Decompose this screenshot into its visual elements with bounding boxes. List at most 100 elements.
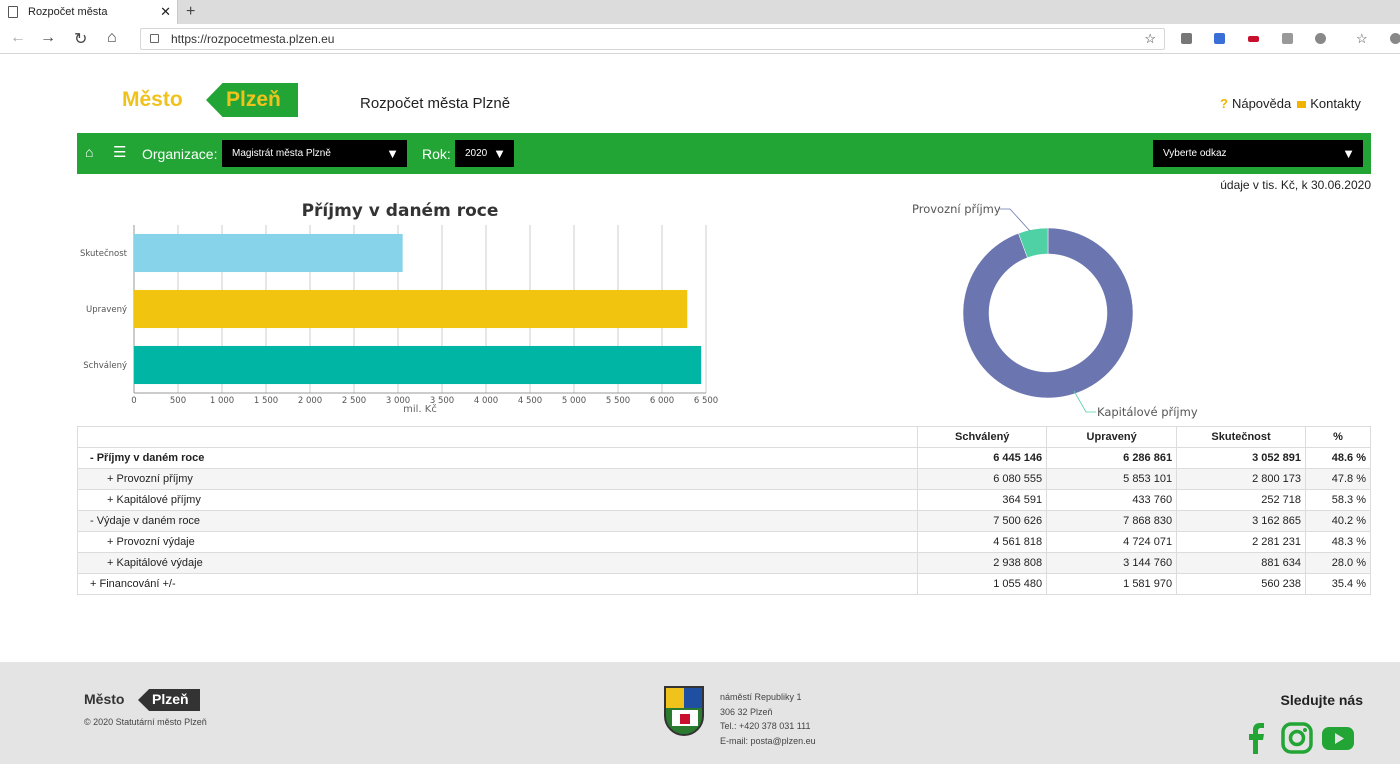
- youtube-icon[interactable]: [1322, 722, 1354, 754]
- table-cell: 4 561 818: [917, 531, 1048, 553]
- browser-tab[interactable]: Rozpočet města ✕: [0, 0, 178, 24]
- x-tick-label: 1 000: [210, 396, 234, 406]
- table-header: Skutečnost: [1176, 426, 1307, 448]
- row-label[interactable]: + Provozní příjmy: [76, 468, 919, 490]
- chevron-down-icon: ▼: [493, 146, 506, 161]
- year-select[interactable]: 2020 ▼: [455, 140, 514, 167]
- x-tick-label: 5 000: [562, 396, 586, 406]
- extension-icon[interactable]: [1282, 33, 1293, 44]
- income-bar-chart: Příjmy v daném roce Skutečnost Upravený Sc…: [80, 201, 718, 415]
- contact-address: náměstí Republiky 1 306 32 Plzeň Tel.: +…: [720, 690, 816, 748]
- filter-toolbar: ⌂ ☰ Organizace: Magistrát města Plzně ▼ …: [77, 133, 1371, 174]
- x-tick-label: 5 500: [606, 396, 630, 406]
- category-label: Schválený: [83, 361, 127, 371]
- slice-label: Kapitálové příjmy: [1097, 405, 1198, 419]
- close-tab-icon[interactable]: ✕: [160, 4, 171, 19]
- list-icon[interactable]: ☰: [113, 144, 127, 161]
- slice-connector-line: [999, 208, 1031, 232]
- data-note: údaje v tis. Kč, k 30.06.2020: [1220, 178, 1371, 192]
- home-icon[interactable]: ⌂: [107, 29, 117, 46]
- table-cell: 48.3 %: [1305, 531, 1371, 553]
- site-title: Rozpočet města Plzně: [360, 95, 511, 112]
- bar: [134, 233, 403, 273]
- link-select[interactable]: Vyberte odkaz ▼: [1153, 140, 1363, 167]
- facebook-icon[interactable]: [1240, 722, 1272, 754]
- logo-text-right: Plzeň: [226, 88, 281, 111]
- extension-translate-icon[interactable]: [1214, 33, 1225, 44]
- x-tick-label: 0: [131, 396, 136, 406]
- x-tick-label: 3 500: [430, 396, 454, 406]
- reload-icon[interactable]: ↻: [74, 31, 88, 48]
- url-field[interactable]: https://rozpocetmesta.plzen.eu ☆: [140, 28, 1165, 50]
- x-tick-label: 6 500: [694, 396, 718, 406]
- instagram-icon[interactable]: [1281, 722, 1313, 754]
- table-cell: 28.0 %: [1305, 552, 1371, 574]
- table-row[interactable]: - Příjmy v daném roce 6 445 146 6 286 861 3…: [76, 447, 1371, 469]
- table-cell: 47.8 %: [1305, 468, 1371, 490]
- home-icon[interactable]: ⌂: [85, 144, 94, 160]
- tab-title: Rozpočet města: [28, 6, 108, 18]
- extension-shield-icon[interactable]: [1315, 33, 1326, 44]
- row-label[interactable]: - Příjmy v daném roce: [76, 447, 919, 469]
- address-line: náměstí Republiky 1: [720, 692, 802, 702]
- reading-view-icon[interactable]: [1181, 33, 1192, 44]
- help-link[interactable]: Nápověda: [1231, 96, 1292, 111]
- slice-label: Provozní příjmy: [912, 202, 1001, 216]
- address-line: 306 32 Plzeň: [720, 706, 773, 717]
- organization-select[interactable]: Magistrát města Plzně ▼: [222, 140, 407, 167]
- row-label[interactable]: + Provozní výdaje: [76, 531, 919, 553]
- new-tab-icon[interactable]: +: [186, 3, 196, 20]
- bar: [134, 289, 688, 329]
- chevron-down-icon: ▼: [1342, 146, 1355, 161]
- table-row[interactable]: + Financování +/- 1 055 480 1 581 970 560 2…: [76, 573, 1371, 595]
- x-tick-label: 2 500: [342, 396, 366, 406]
- donut-slice: [962, 227, 1134, 399]
- table-row[interactable]: + Kapitálové výdaje 2 938 808 3 144 760 881…: [76, 552, 1371, 574]
- table-cell: 48.6 %: [1305, 447, 1371, 469]
- profile-icon[interactable]: [1390, 33, 1400, 44]
- table-cell: 35.4 %: [1305, 573, 1371, 595]
- table-cell: 560 238: [1176, 573, 1307, 595]
- contacts-link[interactable]: Kontakty: [1310, 96, 1361, 111]
- chevron-down-icon: ▼: [386, 146, 399, 161]
- table-header: %: [1305, 426, 1371, 448]
- table-row[interactable]: + Kapitálové příjmy 364 591 433 760 252 718…: [76, 489, 1371, 511]
- table-cell: 58.3 %: [1305, 489, 1371, 511]
- table-cell: 40.2 %: [1305, 510, 1371, 532]
- forward-icon[interactable]: →: [40, 29, 56, 46]
- table-row[interactable]: - Výdaje v daném roce 7 500 626 7 868 830 3…: [76, 510, 1371, 532]
- row-label[interactable]: + Financování +/-: [76, 573, 919, 595]
- row-label[interactable]: + Kapitálové výdaje: [76, 552, 919, 574]
- table-cell: 2 938 808: [917, 552, 1048, 574]
- budget-table: Schválený Upravený Skutečnost % - Příjmy…: [76, 426, 1371, 595]
- back-icon[interactable]: ←: [10, 29, 26, 46]
- favorite-star-icon[interactable]: ☆: [1144, 31, 1156, 46]
- x-tick-label: 2 000: [298, 396, 322, 406]
- table-row[interactable]: + Provozní příjmy 6 080 555 5 853 101 2 800…: [76, 468, 1371, 490]
- favorites-icon[interactable]: ☆: [1356, 31, 1368, 46]
- x-tick-label: 4 000: [474, 396, 498, 406]
- footer-logo[interactable]: Město Plzeň: [84, 689, 200, 711]
- header-links: ? Nápověda Kontakty: [1220, 96, 1361, 111]
- organization-value: Magistrát města Plzně: [232, 148, 331, 159]
- table-cell: 5 853 101: [1046, 468, 1178, 490]
- address-line: Tel.: +420 378 031 111: [720, 721, 811, 731]
- x-tick-label: 3 000: [386, 396, 410, 406]
- table-row[interactable]: + Provozní výdaje 4 561 818 4 724 071 2 281…: [76, 531, 1371, 553]
- table-cell: 881 634: [1176, 552, 1307, 574]
- row-label[interactable]: - Výdaje v daném roce: [76, 510, 919, 532]
- table-cell: 4 724 071: [1046, 531, 1178, 553]
- table-cell: 3 052 891: [1176, 447, 1307, 469]
- table-cell: 2 800 173: [1176, 468, 1307, 490]
- footer-logo-text-right: Plzeň: [152, 691, 189, 707]
- table-cell: 1 581 970: [1046, 573, 1178, 595]
- table-cell: 433 760: [1046, 489, 1178, 511]
- year-label: Rok:: [422, 146, 451, 162]
- city-crest-icon: [664, 686, 704, 736]
- site-logo[interactable]: Město Plzeň: [122, 83, 298, 117]
- table-header: Upravený: [1046, 426, 1178, 448]
- table-cell: 6 286 861: [1046, 447, 1178, 469]
- logo-arrow-shape: [206, 83, 298, 117]
- row-label[interactable]: + Kapitálové příjmy: [76, 489, 919, 511]
- extension-pocket-icon[interactable]: [1248, 36, 1259, 42]
